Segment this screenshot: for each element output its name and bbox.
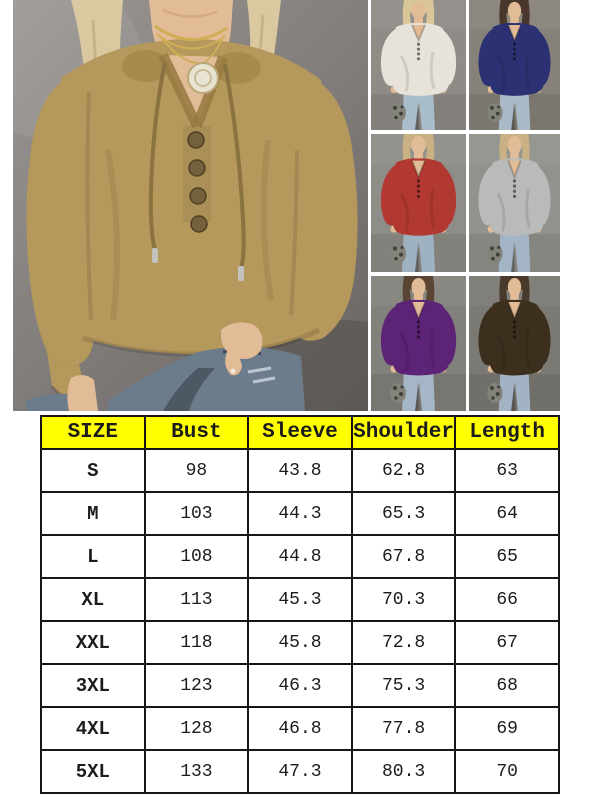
col-header-length: Length — [454, 415, 560, 450]
jeans — [26, 346, 305, 411]
variant-photo-purple — [371, 276, 466, 411]
button-placket — [183, 126, 211, 233]
sleeve-value: 44.3 — [247, 491, 353, 536]
length-value: 63 — [454, 448, 560, 493]
shoulder-value: 70.3 — [350, 577, 457, 622]
bust-value: 128 — [143, 706, 250, 751]
size-row-xxl: XXL 118 45.8 72.8 67 — [40, 620, 560, 665]
variant-photo-dark-brown — [469, 276, 560, 411]
bust-value: 118 — [143, 620, 250, 665]
shoulder-value: 77.8 — [350, 706, 457, 751]
sleeve-value: 45.3 — [247, 577, 353, 622]
sleeve-value: 46.8 — [247, 706, 353, 751]
size-row-m: M 103 44.3 65.3 64 — [40, 491, 560, 536]
shoulder-value: 67.8 — [350, 534, 457, 579]
size-row-4xl: 4XL 128 46.8 77.8 69 — [40, 706, 560, 751]
shoulder-value: 65.3 — [350, 491, 457, 536]
size-chart-header-row: SIZE Bust Sleeve Shoulder Length — [40, 415, 560, 450]
size-label: 5XL — [40, 749, 146, 794]
bust-value: 123 — [143, 663, 250, 708]
sleeve-value: 47.3 — [247, 749, 353, 794]
variant-photo-grid — [371, 0, 560, 411]
variant-photo-white — [371, 0, 466, 130]
size-label: L — [40, 534, 146, 579]
length-value: 67 — [454, 620, 560, 665]
col-header-size: SIZE — [40, 415, 146, 450]
size-chart-table: SIZE Bust Sleeve Shoulder Length S 98 43… — [40, 415, 560, 794]
variant-photo-navy-blue — [469, 0, 560, 130]
size-row-l: L 108 44.8 67.8 65 — [40, 534, 560, 579]
size-label: XL — [40, 577, 146, 622]
size-label: 4XL — [40, 706, 146, 751]
bust-value: 103 — [143, 491, 250, 536]
sleeve-value: 46.3 — [247, 663, 353, 708]
size-row-5xl: 5XL 133 47.3 80.3 70 — [40, 749, 560, 794]
size-label: 3XL — [40, 663, 146, 708]
shoulder-value: 72.8 — [350, 620, 457, 665]
size-label: M — [40, 491, 146, 536]
size-row-3xl: 3XL 123 46.3 75.3 68 — [40, 663, 560, 708]
necklaces — [154, 24, 228, 94]
coin-pendant — [187, 62, 219, 94]
sleeve-value: 45.8 — [247, 620, 353, 665]
main-product-photo — [13, 0, 368, 411]
length-value: 64 — [454, 491, 560, 536]
variant-photo-light-gray — [469, 134, 560, 272]
length-value: 69 — [454, 706, 560, 751]
size-label: XXL — [40, 620, 146, 665]
sleeve-value: 44.8 — [247, 534, 353, 579]
length-value: 70 — [454, 749, 560, 794]
shoulder-value: 80.3 — [350, 749, 457, 794]
sleeve-value: 43.8 — [247, 448, 353, 493]
length-value: 66 — [454, 577, 560, 622]
size-label: S — [40, 448, 146, 493]
hood-drawstrings — [148, 61, 246, 281]
bust-value: 108 — [143, 534, 250, 579]
shoulder-value: 62.8 — [350, 448, 457, 493]
length-value: 65 — [454, 534, 560, 579]
col-header-shoulder: Shoulder — [350, 415, 457, 450]
main-photo-illustration — [13, 0, 368, 411]
hand-in-pocket — [221, 322, 263, 376]
bust-value: 113 — [143, 577, 250, 622]
shoulder-value: 75.3 — [350, 663, 457, 708]
length-value: 68 — [454, 663, 560, 708]
bust-value: 98 — [143, 448, 250, 493]
col-header-bust: Bust — [143, 415, 250, 450]
size-row-s: S 98 43.8 62.8 63 — [40, 448, 560, 493]
left-hand — [67, 374, 98, 411]
col-header-sleeve: Sleeve — [247, 415, 353, 450]
size-row-xl: XL 113 45.3 70.3 66 — [40, 577, 560, 622]
variant-photo-red — [371, 134, 466, 272]
product-collage — [13, 0, 560, 411]
bust-value: 133 — [143, 749, 250, 794]
